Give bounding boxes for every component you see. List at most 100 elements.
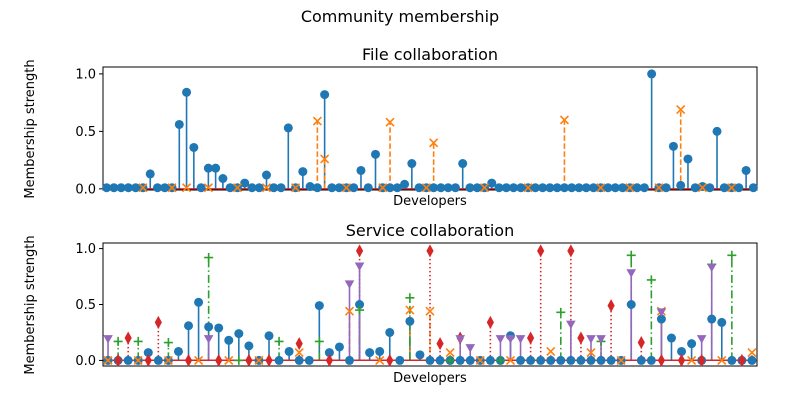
marker-circle: [203, 163, 213, 173]
marker-plus: [133, 336, 143, 346]
y-tick-label: 0.5: [75, 298, 96, 313]
marker-circle: [254, 183, 264, 193]
marker-circle: [646, 355, 656, 365]
marker-triangle: [626, 269, 637, 278]
marker-circle: [274, 355, 284, 365]
marker-diamond: [114, 353, 122, 367]
marker-plus: [355, 305, 365, 315]
marker-plus: [445, 355, 455, 365]
marker-circle: [334, 183, 344, 193]
marker-x: [421, 183, 431, 193]
marker-x: [203, 183, 213, 193]
y-tick-label: 0.5: [75, 125, 96, 140]
marker-circle: [443, 183, 453, 193]
marker-circle: [211, 163, 221, 173]
marker-diamond: [355, 244, 364, 258]
marker-diamond: [657, 353, 666, 367]
marker-circle: [567, 183, 577, 193]
marker-circle: [719, 183, 729, 193]
marker-circle: [509, 183, 519, 193]
marker-x: [232, 183, 242, 193]
marker-circle: [414, 183, 424, 193]
marker-circle: [102, 183, 112, 193]
marker-x: [261, 183, 272, 193]
marker-x: [425, 306, 435, 316]
marker-circle: [436, 183, 446, 193]
markers-2: [113, 250, 737, 365]
plot-area: 0.0 0.5 1.0: [75, 66, 758, 197]
marker-triangle: [495, 335, 506, 344]
marker-circle: [196, 183, 206, 193]
markers-1: [138, 104, 737, 193]
marker-circle: [656, 314, 666, 324]
marker-circle: [690, 183, 700, 193]
marker-circle: [683, 154, 693, 164]
marker-circle: [116, 183, 126, 193]
marker-circle: [225, 183, 235, 193]
marker-circle: [707, 314, 717, 324]
marker-x: [294, 348, 304, 358]
marker-circle: [320, 90, 330, 100]
marker-triangle: [455, 335, 465, 344]
marker-triangle: [465, 344, 476, 353]
marker-circle: [131, 183, 141, 193]
marker-circle: [214, 323, 224, 333]
marker-circle: [392, 183, 402, 193]
marker-plus: [495, 355, 505, 365]
marker-circle: [355, 300, 365, 309]
marker-circle: [727, 355, 737, 365]
marker-circle: [636, 355, 646, 365]
marker-plus: [274, 336, 284, 346]
marker-diamond: [215, 353, 223, 367]
markers-1: [103, 305, 757, 365]
marker-diamond: [637, 336, 645, 350]
marker-circle: [356, 165, 366, 175]
marker-plus: [405, 293, 415, 303]
marker-circle: [526, 355, 536, 365]
marker-x: [586, 348, 596, 358]
marker-circle: [312, 183, 322, 193]
marker-circle: [687, 339, 697, 349]
marker-circle: [262, 170, 271, 180]
marker-x: [291, 183, 301, 193]
marker-circle: [501, 183, 511, 193]
marker-circle: [375, 346, 385, 356]
marker-x: [429, 138, 439, 148]
marker-circle: [546, 355, 556, 365]
marker-circle: [269, 183, 279, 193]
marker-circle: [123, 183, 133, 193]
marker-x: [523, 183, 533, 193]
y-tick-label: 0.0: [75, 182, 96, 197]
marker-diamond: [386, 353, 394, 367]
marker-triangle: [586, 335, 596, 344]
marker-circle: [545, 183, 555, 193]
marker-circle: [748, 183, 758, 193]
marker-circle: [276, 183, 286, 193]
marker-circle: [284, 346, 294, 356]
marker-diamond: [245, 353, 253, 367]
marker-circle: [574, 183, 584, 193]
marker-circle: [559, 183, 569, 193]
marker-triangle: [696, 335, 707, 344]
marker-circle: [536, 355, 546, 365]
marker-circle: [305, 182, 315, 192]
marker-circle: [182, 87, 192, 97]
marker-circle: [244, 341, 254, 351]
plot-area: 0.0 0.5 1.0: [75, 242, 758, 369]
marker-circle: [174, 119, 184, 129]
marker-x: [676, 104, 686, 115]
marker-diamond: [677, 353, 686, 367]
marker-circle: [677, 346, 687, 356]
y-axis-label: Membership strength: [23, 59, 38, 198]
marker-circle: [556, 355, 566, 365]
marker-circle: [324, 348, 334, 358]
marker-x: [254, 355, 264, 365]
marker-x: [475, 355, 485, 365]
marker-diamond: [486, 315, 494, 329]
y-tick-label: 1.0: [75, 242, 96, 257]
marker-x: [747, 348, 757, 358]
marker-diamond: [265, 353, 273, 367]
marker-circle: [661, 183, 671, 193]
marker-circle: [581, 183, 591, 193]
marker-circle: [639, 183, 649, 193]
